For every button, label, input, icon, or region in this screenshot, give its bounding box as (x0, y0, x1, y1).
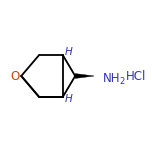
Text: NH: NH (103, 72, 121, 85)
Text: H: H (65, 94, 73, 104)
Text: H: H (65, 47, 73, 57)
Text: HCl: HCl (126, 69, 147, 83)
Text: 2: 2 (119, 76, 124, 86)
Polygon shape (75, 74, 94, 78)
Text: O: O (10, 69, 19, 83)
